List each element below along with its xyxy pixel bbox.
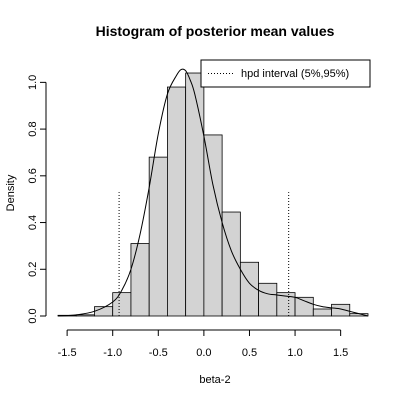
y-axis-label: Density — [5, 174, 17, 211]
bars-layer — [57, 72, 369, 317]
x-tick-label: -1.5 — [58, 347, 77, 359]
histogram-bar — [148, 156, 168, 317]
x-tick-label: 0.5 — [242, 347, 257, 359]
density-curve — [57, 68, 369, 317]
x-tick-label: -1.0 — [103, 347, 122, 359]
y-tick-label: 0.8 — [27, 121, 39, 136]
y-tick-label: 0.4 — [27, 215, 39, 230]
histogram-bar — [75, 314, 95, 317]
chart-title: Histogram of posterior mean values — [96, 23, 335, 39]
legend-label: hpd interval (5%,95%) — [241, 68, 349, 80]
x-tick-label: 0.0 — [196, 347, 211, 359]
axes-layer: -1.5 -1.0 -0.5 0.0 0.5 1.0 1.5 0.0 0.2 0.4 0.6 0.8 1… — [27, 75, 348, 359]
curve-layer — [57, 68, 369, 317]
histogram-bar — [203, 134, 223, 317]
x-tick-label: -0.5 — [149, 347, 168, 359]
histogram-bar — [185, 72, 205, 317]
histogram-bar — [312, 308, 332, 317]
legend: hpd interval (5%,95%) — [200, 59, 371, 88]
y-tick-label: 0.6 — [27, 168, 39, 183]
y-tick-label: 0.0 — [27, 308, 39, 323]
histogram-bar — [331, 303, 351, 317]
x-axis-label: beta-2 — [199, 374, 230, 386]
histogram-bar — [294, 296, 314, 317]
x-tick-label: 1.0 — [287, 347, 302, 359]
y-tick-label: 1.0 — [27, 75, 39, 90]
histogram-bar — [258, 282, 278, 317]
histogram-bar — [167, 86, 187, 317]
histogram-bar — [130, 243, 150, 317]
x-tick-label: 1.5 — [333, 347, 348, 359]
histogram-bar — [112, 292, 132, 317]
y-tick-label: 0.2 — [27, 262, 39, 277]
